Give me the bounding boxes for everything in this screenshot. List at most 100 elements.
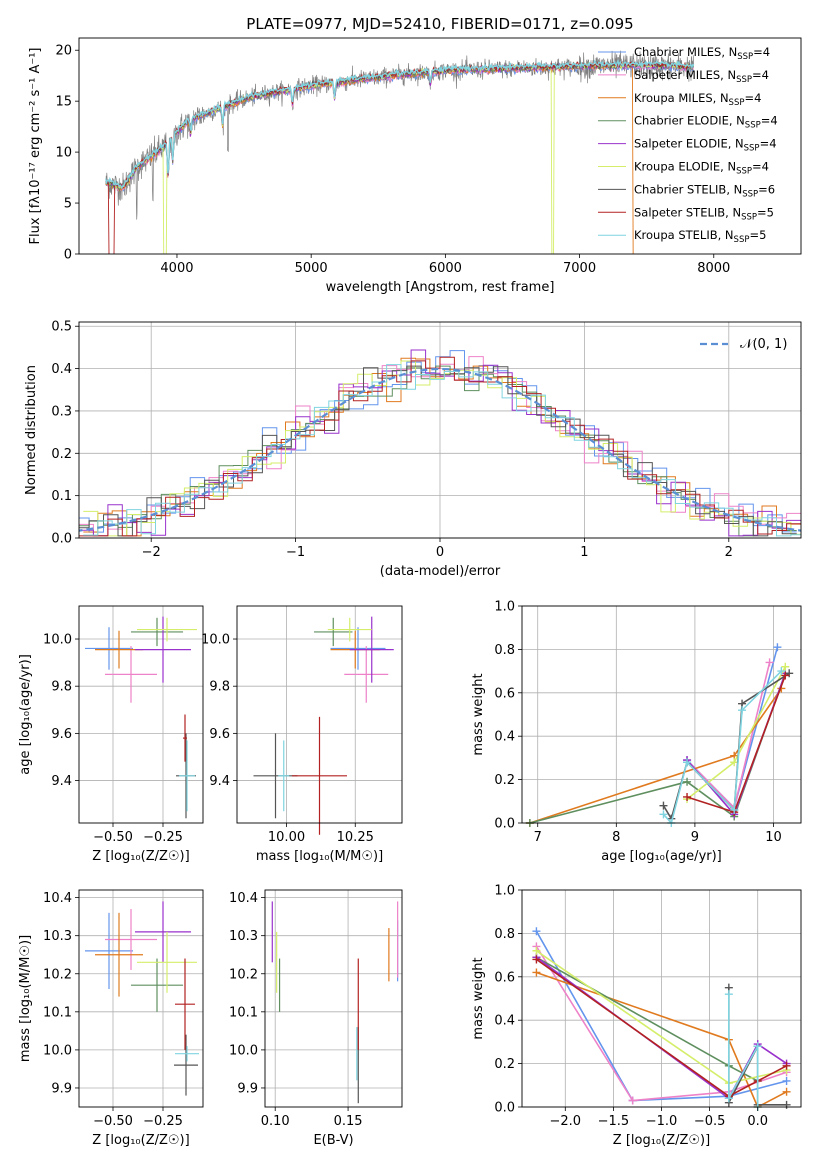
- axes-frame: [78, 37, 802, 255]
- data-marker: [532, 927, 541, 936]
- y-tick-label: 0.5: [51, 320, 72, 335]
- y-tick-label: 0.6: [494, 970, 515, 985]
- legend-subscript: SSP: [734, 235, 750, 245]
- legend-subscript: SSP: [742, 189, 758, 199]
- errorbar-kroupa-stelib: [179, 740, 195, 812]
- legend-text: Kroupa STELIB, N: [634, 228, 734, 242]
- axes-frame: [264, 889, 403, 1108]
- x-tick-label: 0.10: [261, 1114, 290, 1129]
- y-tick-label: 0.2: [494, 1057, 515, 1072]
- y-tick-label: 0.8: [494, 643, 515, 658]
- x-tick-label: −2: [142, 545, 161, 560]
- data-marker: [532, 955, 541, 964]
- plot-area: [85, 616, 197, 819]
- x-axis-label: (data-model)/error: [380, 564, 501, 579]
- model-spectrum-salpeter-elodie: [105, 62, 694, 190]
- data-marker: [782, 1061, 791, 1070]
- series-line-kroupa-stelib: [727, 994, 759, 1107]
- x-tick-label: −0.50: [93, 1114, 133, 1129]
- series-line-chabrier-elodie: [529, 673, 787, 824]
- errorbar-salpeter-elodie: [349, 616, 394, 683]
- x-tick-label: −0.25: [143, 1114, 183, 1129]
- data-marker: [782, 1100, 791, 1109]
- y-tick-label: 10.1: [43, 1005, 72, 1020]
- x-axis-label: Z [log₁₀(Z/Z☉)]: [92, 849, 189, 864]
- y-tick-label: 15: [55, 95, 72, 110]
- x-axis-label: mass [log₁₀(M/M☉)]: [256, 849, 383, 864]
- y-tick-label: 0.3: [51, 404, 72, 419]
- series-line-salpeter-miles: [686, 662, 771, 810]
- errorbar-salpeter-stelib: [292, 716, 347, 835]
- panel-3: −0.50 −0.25 9.4 9.6 9.8 10.0 Z [log₁₀(Z/Z☉)] ag…: [18, 605, 204, 864]
- model-spectrum-kroupa-elodie: [105, 61, 695, 254]
- series-line-chabrier-miles: [686, 646, 779, 810]
- errorbar-kroupa-stelib: [278, 740, 290, 812]
- y-axis-label: mass weight: [471, 673, 486, 755]
- data-marker: [659, 810, 668, 819]
- legend-text: Kroupa ELODIE, N: [634, 160, 736, 174]
- y-tick-label: 0.8: [494, 927, 515, 942]
- model-spectrum-kroupa-miles: [105, 64, 634, 254]
- x-axis-label: age [log₁₀(age/yr)]: [601, 849, 722, 864]
- errorbar-chabrier-stelib: [253, 733, 298, 819]
- errorbar-kroupa-elodie: [137, 617, 197, 642]
- model-spectrum-chabrier-miles: [105, 63, 694, 192]
- y-axis-label: Flux [fλ10⁻¹⁷ erg cm⁻² s⁻¹ A⁻¹]: [28, 48, 43, 245]
- plot-area: [105, 50, 695, 254]
- y-tick-label: 1.0: [494, 600, 515, 615]
- x-axis-label: E(B-V): [313, 1133, 353, 1148]
- legend-value: =4: [753, 45, 770, 59]
- panel-5: 7 8 9 10 0.0 0.2 0.4 0.6 0.8 1.0 age [log₁₀(age/yr…: [471, 600, 802, 864]
- errorbar-salpeter-miles: [344, 646, 389, 703]
- y-tick-label: 9.9: [237, 1081, 258, 1096]
- axes-frame: [78, 889, 204, 1108]
- x-tick-label: 0: [436, 545, 444, 560]
- panel-6: −0.50 −0.25 9.9 10.0 10.1 10.2 10.3 10.4 Z [log₁…: [18, 889, 204, 1148]
- legend-subscript: SSP: [736, 167, 752, 177]
- panel-2: −2 −1 0 1 2 0.0 0.1 0.2 0.3 0.4 0.5 (data-model)/er…: [24, 320, 802, 579]
- errorbar-chabrier-elodie: [131, 958, 183, 1012]
- plot-area: [253, 616, 394, 835]
- histogram-kroupa-elodie: [83, 360, 801, 537]
- x-tick-label: −0.50: [93, 830, 133, 845]
- y-tick-label: 10.1: [229, 1005, 258, 1020]
- y-tick-label: 0.0: [494, 817, 515, 832]
- y-tick-label: 0.2: [51, 447, 72, 462]
- x-tick-label: 7000: [563, 261, 596, 276]
- y-tick-label: 10.4: [43, 891, 72, 906]
- y-tick-label: 0.4: [494, 730, 515, 745]
- x-tick-label: −1.0: [646, 1114, 678, 1129]
- legend-entry: Chabrier ELODIE, NSSP=4: [634, 114, 778, 131]
- legend-text: Salpeter ELODIE, N: [634, 137, 744, 151]
- x-axis-label: Z [log₁₀(Z/Z☉)]: [92, 1133, 189, 1148]
- data-marker: [781, 671, 790, 680]
- histogram-kroupa-miles: [83, 357, 801, 537]
- y-tick-label: 9.8: [209, 680, 230, 695]
- x-tick-label: −1: [286, 545, 305, 560]
- y-tick-label: 10.0: [201, 633, 230, 648]
- y-tick-label: 0.2: [494, 773, 515, 788]
- data-marker: [782, 1076, 791, 1085]
- x-tick-label: 0.0: [747, 1114, 768, 1129]
- y-tick-label: 10.3: [43, 929, 72, 944]
- y-tick-label: 10.3: [229, 929, 258, 944]
- data-marker: [753, 1042, 762, 1051]
- plot-area: [532, 927, 791, 1111]
- errorbar-kroupa-stelib: [175, 1046, 199, 1062]
- legend-subscript: SSP: [737, 52, 753, 62]
- legend-entry: Kroupa ELODIE, NSSP=4: [634, 160, 769, 177]
- data-marker: [724, 1094, 733, 1103]
- legend-subscript: SSP: [729, 98, 745, 108]
- y-tick-label: 9.9: [51, 1081, 72, 1096]
- data-marker: [738, 706, 747, 715]
- x-tick-label: 4000: [160, 261, 193, 276]
- x-tick-label: −2.0: [550, 1114, 582, 1129]
- errorbar-chabrier-stelib: [174, 1034, 198, 1096]
- plot-area: [85, 901, 199, 1096]
- x-axis-label: wavelength [Angstrom, rest frame]: [326, 280, 555, 295]
- y-tick-label: 9.4: [51, 774, 72, 789]
- legend-value: =4: [761, 114, 778, 128]
- x-tick-label: 2: [725, 545, 733, 560]
- axes-frame: [521, 605, 802, 824]
